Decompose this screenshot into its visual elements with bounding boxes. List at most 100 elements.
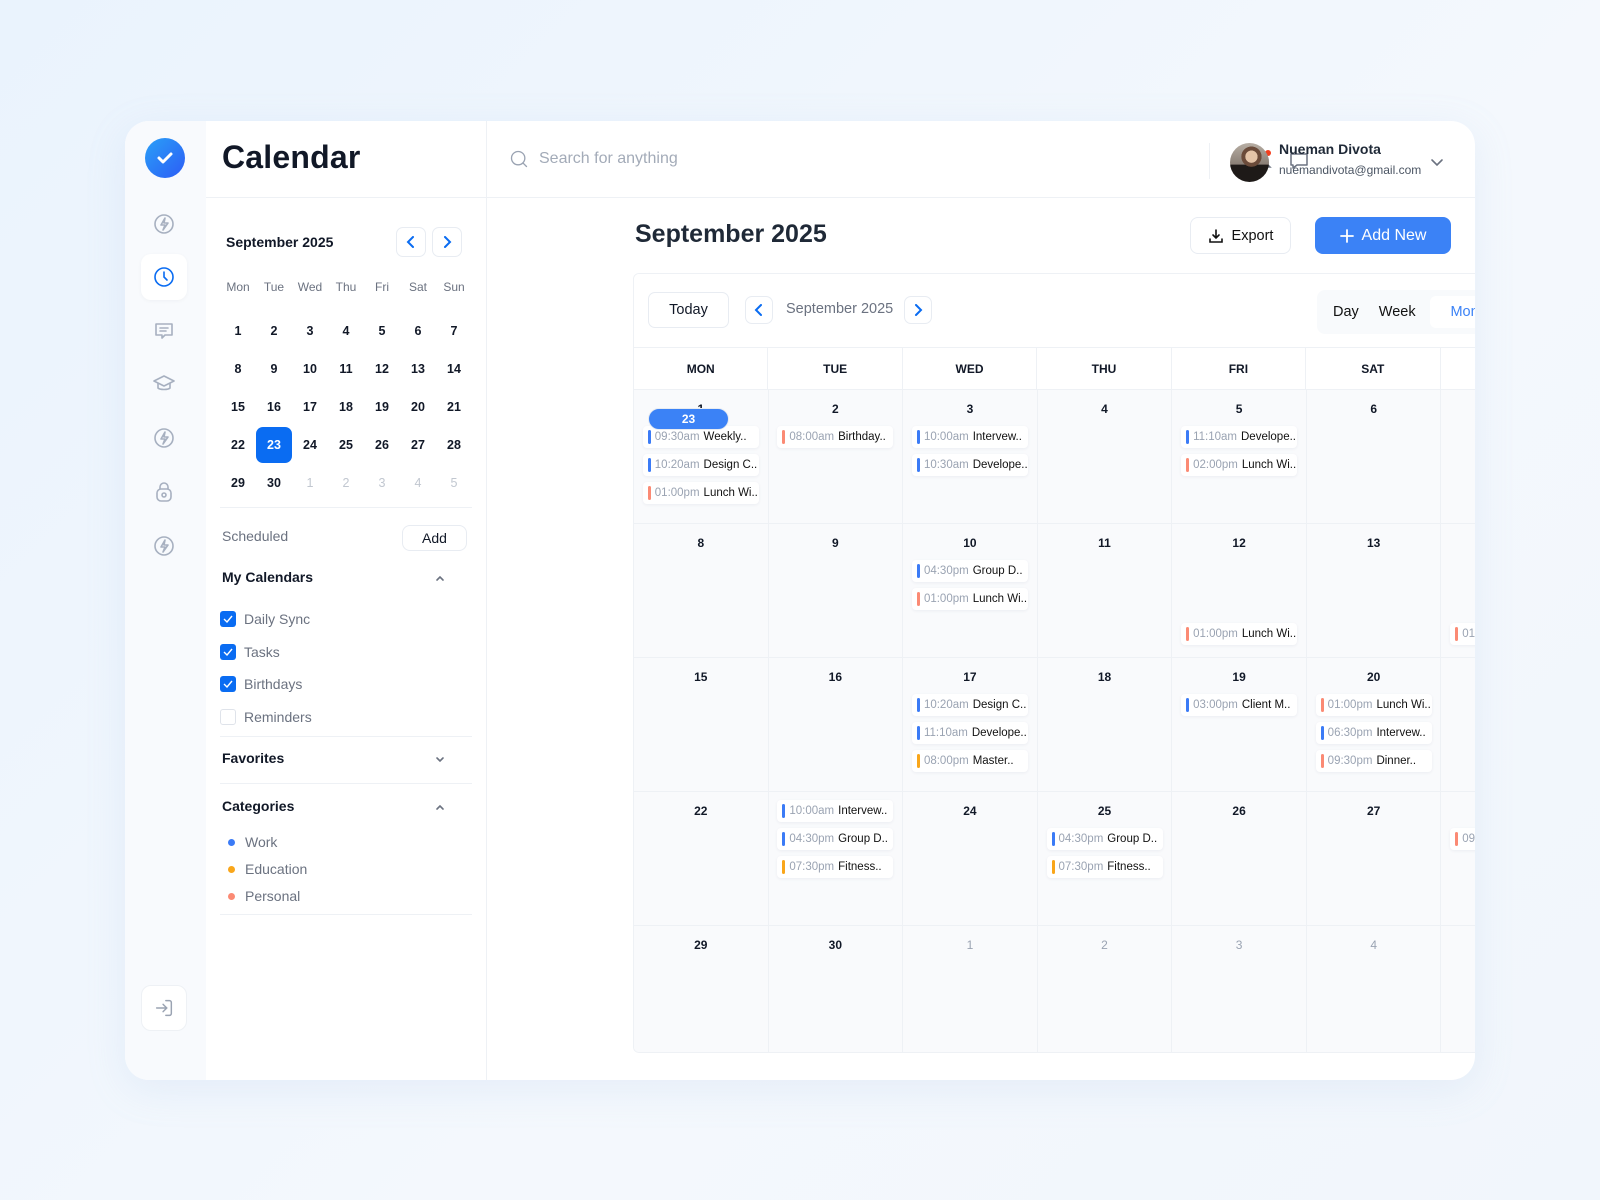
category-work[interactable]: Work [228, 834, 277, 850]
avatar[interactable] [1230, 143, 1269, 182]
chevron-down-icon[interactable] [1429, 154, 1445, 170]
day-cell[interactable]: 2 [1038, 926, 1173, 1052]
category-personal[interactable]: Personal [228, 888, 300, 904]
day-cell[interactable]: 3 [1172, 926, 1307, 1052]
category-education[interactable]: Education [228, 861, 307, 877]
day-cell[interactable]: 10 04:30pm Group D.. 01:00pm Lunch Wi.. [903, 524, 1038, 657]
mini-day[interactable]: 9 [270, 362, 278, 376]
day-cell[interactable]: 5 11:10am Develope.. 02:00pm Lunch Wi.. [1172, 390, 1307, 523]
day-cell[interactable]: 30 [769, 926, 904, 1052]
day-cell[interactable]: 12 01:00pm Lunch Wi.. [1172, 524, 1307, 657]
day-cell[interactable]: 21 [1441, 658, 1475, 791]
day-cell[interactable]: 29 [634, 926, 769, 1052]
mini-day[interactable]: 15 [231, 400, 245, 414]
event-chip[interactable]: 08:00am Birthday.. [777, 426, 894, 448]
messages-button[interactable] [1287, 149, 1311, 173]
mini-day[interactable]: 5 [378, 324, 386, 338]
day-cell[interactable]: 3 10:00am Intervew.. 10:30am Develope.. [903, 390, 1038, 523]
chevron-up-icon[interactable] [434, 801, 446, 813]
day-cell[interactable]: 1 [903, 926, 1038, 1052]
mini-day[interactable]: 27 [411, 438, 425, 452]
add-new-button[interactable]: Add New [1315, 217, 1451, 254]
checkbox[interactable] [220, 709, 236, 725]
mini-day[interactable]: 23 [256, 427, 292, 463]
day-cell[interactable]: 4 [1307, 926, 1442, 1052]
event-chip[interactable]: 11:10am Develope.. [911, 722, 1028, 744]
mini-day[interactable]: 16 [267, 400, 281, 414]
search-bar[interactable] [509, 149, 839, 169]
day-cell[interactable]: 2809:00amBreakfas.. [1441, 792, 1475, 925]
calendar-toggle-tasks[interactable]: Tasks [220, 644, 280, 660]
mini-day[interactable]: 25 [339, 438, 353, 452]
rail-button-bolt[interactable] [141, 201, 187, 247]
today-button[interactable]: Today [648, 292, 729, 328]
event-chip[interactable]: 11:10am Develope.. [1181, 426, 1298, 448]
mini-day[interactable]: 12 [375, 362, 389, 376]
event-chip[interactable]: 09:30am Weekly.. [642, 426, 759, 448]
rail-button-message[interactable] [141, 308, 187, 354]
next-month-button[interactable] [904, 296, 932, 324]
mini-day[interactable]: 5 [450, 476, 458, 490]
calendar-toggle-reminders[interactable]: Reminders [220, 709, 312, 725]
add-scheduled-button[interactable]: Add [402, 525, 467, 551]
mini-day[interactable]: 6 [414, 324, 422, 338]
mini-day[interactable]: 13 [411, 362, 425, 376]
rail-button-bolt[interactable] [141, 523, 187, 569]
mini-day[interactable]: 21 [447, 400, 461, 414]
day-cell[interactable]: 5 [1441, 926, 1475, 1052]
mini-day[interactable]: 3 [306, 324, 314, 338]
mini-day[interactable]: 29 [231, 476, 245, 490]
day-cell[interactable]: 6 [1307, 390, 1442, 523]
day-cell[interactable]: 24 [903, 792, 1038, 925]
logout-button[interactable] [141, 985, 187, 1031]
mini-day[interactable]: 7 [450, 324, 458, 338]
rail-button-clock[interactable] [141, 254, 187, 300]
day-cell[interactable]: 2 08:00am Birthday.. [769, 390, 904, 523]
day-cell[interactable]: 9 [769, 524, 904, 657]
calendar-toggle-birthdays[interactable]: Birthdays [220, 676, 302, 692]
mini-day[interactable]: 24 [303, 438, 317, 452]
mini-day[interactable]: 11 [339, 362, 353, 376]
day-cell[interactable]: 20 01:00pm Lunch Wi.. 06:30pm Intervew.. 09:3… [1307, 658, 1442, 791]
day-cell[interactable]: 19 03:00pm Client M.. [1172, 658, 1307, 791]
mini-day[interactable]: 2 [342, 476, 350, 490]
day-cell[interactable]: 18 [1038, 658, 1173, 791]
day-cell[interactable]: 23 10:00am Intervew.. 04:30pm Group D.. 07:30… [648, 408, 904, 925]
event-chip[interactable]: 08:00pm Master.. [911, 750, 1028, 772]
event-chip[interactable]: 04:30pm Group D.. [1046, 828, 1163, 850]
day-cell[interactable]: 8 [634, 524, 769, 657]
mini-day[interactable]: 1 [234, 324, 242, 338]
mini-prev-month-button[interactable] [396, 227, 426, 257]
mini-day[interactable]: 3 [378, 476, 386, 490]
event-chip[interactable]: 02:00pm Lunch Wi.. [1181, 454, 1298, 476]
view-tab-month[interactable]: Month [1429, 296, 1475, 328]
day-cell[interactable]: 16 [769, 658, 904, 791]
event-chip[interactable]: 10:30am Develope.. [911, 454, 1028, 476]
checkbox[interactable] [220, 676, 236, 692]
mini-day[interactable]: 2 [270, 324, 278, 338]
event-chip[interactable]: 10:00am Intervew.. [911, 426, 1028, 448]
checkbox[interactable] [220, 611, 236, 627]
mini-day[interactable]: 30 [267, 476, 281, 490]
day-cell[interactable]: 27 [1307, 792, 1442, 925]
event-chip[interactable]: 07:30pm Fitness.. [777, 856, 894, 878]
event-chip[interactable]: 10:00am Intervew.. [777, 800, 894, 822]
mini-day[interactable]: 19 [375, 400, 389, 414]
day-cell[interactable]: 4 [1038, 390, 1173, 523]
prev-month-button[interactable] [745, 296, 773, 324]
rail-button-lock[interactable] [141, 469, 187, 515]
mini-day[interactable]: 10 [303, 362, 317, 376]
mini-day[interactable]: 1 [306, 476, 314, 490]
event-chip[interactable]: 04:30pm Group D.. [777, 828, 894, 850]
day-cell[interactable]: 17 10:20am Design C.. 11:10am Develope.. 08:0… [903, 658, 1038, 791]
chevron-up-icon[interactable] [434, 572, 446, 584]
mini-day[interactable]: 20 [411, 400, 425, 414]
mini-day[interactable]: 14 [447, 362, 461, 376]
mini-day[interactable]: 8 [234, 362, 242, 376]
day-cell[interactable]: 13 [1307, 524, 1442, 657]
